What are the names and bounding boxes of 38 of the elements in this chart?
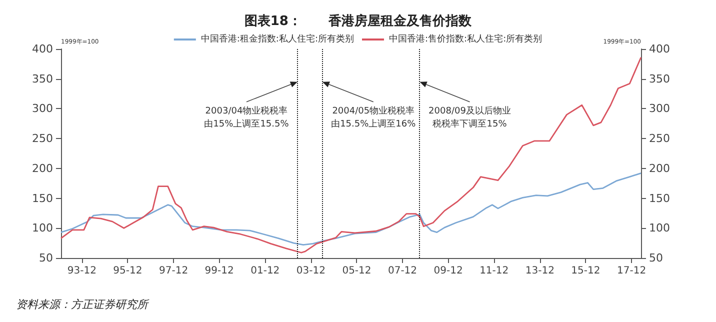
- legend-label: 中国香港:租金指数:私人住宅:所有类别: [200, 34, 354, 44]
- annotation: 2008/09及以后物业税税率下调至15%: [428, 105, 511, 130]
- x-tick-label: 05-12: [342, 266, 372, 276]
- line-series: [60, 172, 642, 246]
- x-tick-label: 93-12: [67, 266, 96, 276]
- y2-tick-label: 50: [649, 252, 663, 264]
- y-tick-label: 100: [32, 222, 53, 235]
- y-tick-label: 400: [32, 42, 53, 56]
- x-tick-label: 17-12: [617, 266, 646, 276]
- annotation: 2003/04物业税税率由15%上调至15.5%: [204, 105, 290, 130]
- x-tick-label: 99-12: [204, 266, 234, 276]
- x-tick-label: 11-12: [480, 266, 509, 276]
- y2-tick-label: 400: [649, 42, 670, 56]
- x-tick-label: 09-12: [434, 266, 463, 276]
- y2-tick-label: 250: [649, 132, 670, 146]
- x-tick-label: 97-12: [159, 266, 188, 276]
- x-tick-label: 15-12: [571, 266, 600, 276]
- annotation: 2004/05物业税税率由15.5%上调至16%: [331, 105, 416, 130]
- x-tick-label: 95-12: [113, 266, 142, 276]
- y-tick-label: 50: [39, 252, 53, 264]
- y-tick-label: 200: [32, 162, 53, 175]
- x-tick-label: 03-12: [296, 266, 326, 276]
- y2-tick-label: 150: [649, 192, 670, 205]
- y2-tick-label: 100: [649, 222, 670, 235]
- y-tick-label: 300: [32, 102, 53, 116]
- text: 资料来源：方正证券研究所: [16, 298, 150, 311]
- y2-tick-label: 350: [649, 72, 670, 86]
- y-tick-label: 350: [32, 72, 53, 86]
- y-tick-label: 250: [32, 132, 53, 146]
- chart-title: 图表18： 香港房屋租金及售价指数: [244, 13, 473, 29]
- y2-tick-label: 200: [649, 162, 670, 175]
- y2-tick-label: 300: [649, 102, 670, 116]
- y-tick-label: 150: [32, 192, 53, 205]
- x-tick-label: 01-12: [250, 266, 280, 276]
- line-series: [60, 56, 642, 254]
- x-tick-label: 07-12: [388, 266, 418, 276]
- legend-label: 中国香港:售价指数:私人住宅:所有类别: [389, 34, 542, 44]
- x-tick-label: 13-12: [525, 266, 554, 276]
